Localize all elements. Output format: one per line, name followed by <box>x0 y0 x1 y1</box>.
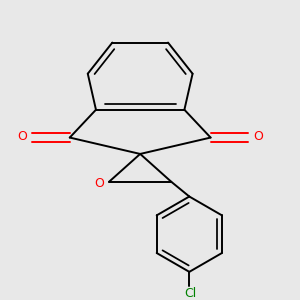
Text: O: O <box>17 130 27 143</box>
Text: Cl: Cl <box>184 286 196 300</box>
Text: O: O <box>253 130 263 143</box>
Text: O: O <box>94 177 104 190</box>
